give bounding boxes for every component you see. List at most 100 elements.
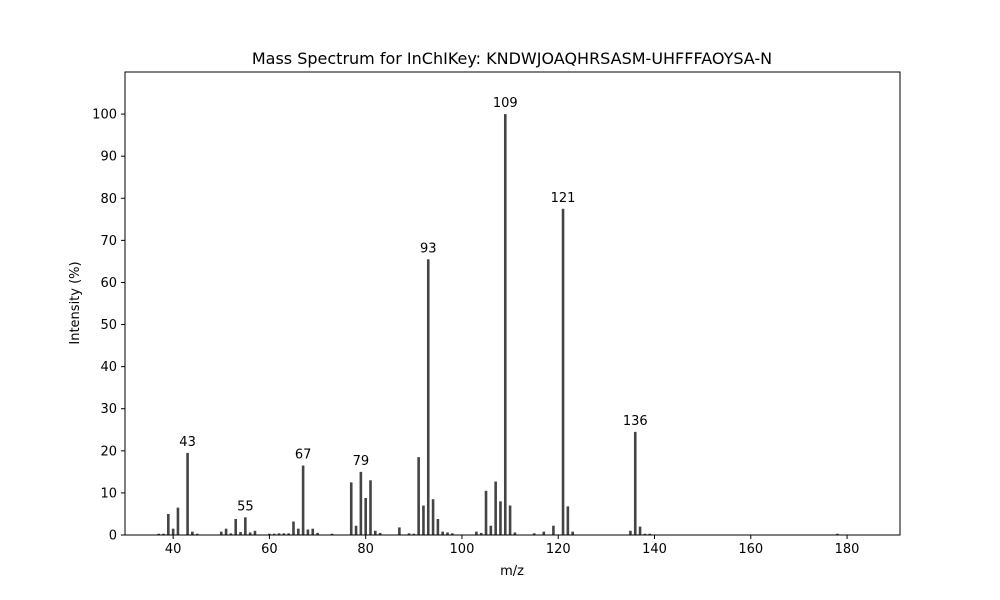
peak-bar-56 (248, 532, 252, 535)
x-tick-label: 60 (261, 542, 278, 557)
peak-bar-50 (219, 531, 223, 535)
x-tick-label: 100 (450, 542, 475, 557)
peak-label-43: 43 (179, 435, 196, 450)
peak-bar-123 (571, 531, 574, 535)
peak-bar-139 (648, 533, 651, 535)
peak-bar-63 (282, 533, 286, 535)
y-tick-label: 40 (100, 360, 117, 375)
peak-bar-93 (426, 259, 430, 535)
peak-bar-108 (499, 501, 502, 535)
peak-bar-90 (412, 533, 416, 535)
peak-bar-38 (162, 533, 165, 535)
peak-label-93: 93 (420, 241, 437, 256)
peak-bar-104 (479, 532, 483, 535)
peak-bar-41 (176, 507, 180, 535)
y-tick-label: 10 (100, 486, 117, 501)
peak-bar-61 (272, 533, 276, 535)
peak-bar-51 (224, 528, 228, 535)
x-tick-label: 80 (357, 542, 374, 557)
peak-bar-83 (378, 532, 382, 535)
peak-bar-89 (407, 533, 411, 535)
peak-bar-81 (369, 480, 372, 535)
peak-bar-115 (532, 533, 536, 535)
peak-bar-136 (633, 431, 637, 535)
peak-bar-92 (422, 505, 425, 535)
x-tick-label: 160 (738, 542, 763, 557)
x-tick-label: 120 (546, 542, 571, 557)
peak-labels: 43 55 67 79 93 109 121 136 (179, 96, 647, 514)
peak-bar-95 (436, 519, 440, 535)
peak-bar-80 (364, 497, 367, 535)
x-tick-label: 140 (642, 542, 667, 557)
peak-bar-117 (542, 531, 546, 535)
peak-bar-69 (311, 528, 315, 535)
peak-bar-105 (484, 490, 488, 535)
y-axis-label: Intensity (%) (68, 261, 83, 344)
peak-bar-64 (287, 533, 290, 535)
peak-label-67: 67 (295, 448, 312, 463)
peak-bar-119 (552, 525, 555, 535)
peak-bar-43 (186, 452, 189, 535)
peak-bar-77 (349, 482, 353, 535)
peak-bar-54 (239, 532, 242, 535)
x-axis-ticks: 40 60 80 100 120 140 160 180 (165, 535, 860, 557)
peak-label-109: 109 (493, 96, 518, 111)
peak-bar-122 (566, 506, 570, 535)
peak-bar-45 (195, 533, 199, 535)
peak-bar-78 (354, 525, 358, 535)
peak-bar-70 (316, 532, 319, 535)
peak-bar-103 (475, 531, 478, 535)
peak-bar-87 (398, 527, 401, 535)
x-axis-label: m/z (500, 564, 524, 579)
peak-bar-68 (306, 529, 310, 535)
x-tick-label: 180 (835, 542, 860, 557)
peak-bar-137 (638, 526, 642, 535)
chart-title: Mass Spectrum for InChIKey: KNDWJOAQHRSA… (252, 49, 772, 68)
y-tick-label: 0 (109, 529, 117, 544)
peak-bar-65 (292, 521, 295, 535)
peak-bar-82 (374, 530, 377, 535)
peak-label-79: 79 (353, 454, 370, 469)
y-axis-ticks: 0 10 20 30 40 50 60 70 80 90 100 (92, 108, 125, 544)
peak-bar-62 (277, 533, 281, 535)
peak-bar-135 (629, 530, 632, 535)
peak-bar-60 (268, 533, 271, 535)
y-tick-label: 80 (100, 192, 117, 207)
peak-bar-79 (359, 471, 363, 535)
y-tick-label: 50 (100, 318, 117, 333)
peak-bar-98 (451, 533, 454, 535)
peak-bar-55 (244, 517, 247, 535)
y-tick-label: 70 (100, 234, 117, 249)
y-tick-label: 100 (92, 108, 117, 123)
plot-frame (124, 71, 901, 536)
peak-bar-106 (489, 525, 493, 535)
peak-bar-44 (191, 531, 194, 535)
peak-bar-52 (229, 533, 233, 535)
peak-bar-73 (330, 533, 334, 535)
peak-bar-57 (253, 530, 257, 535)
y-tick-label: 20 (100, 444, 117, 459)
peak-bar-109 (503, 114, 507, 535)
peak-bar-111 (513, 532, 517, 535)
peak-bar-178 (836, 533, 839, 535)
y-tick-label: 60 (100, 276, 117, 291)
peak-bar-66 (296, 528, 300, 535)
peak-bar-96 (441, 531, 444, 535)
peak-bar-138 (643, 533, 647, 535)
peak-bar-67 (301, 465, 305, 535)
peak-bar-97 (446, 532, 449, 535)
peak-bar-91 (417, 457, 420, 535)
peak-bar-40 (171, 528, 175, 535)
peak-label-136: 136 (623, 414, 648, 429)
x-tick-label: 40 (165, 542, 182, 557)
peak-bar-94 (431, 499, 435, 535)
y-tick-label: 30 (100, 402, 117, 417)
peak-bar-37 (157, 533, 160, 535)
peak-bar-107 (494, 481, 497, 535)
peak-label-55: 55 (237, 499, 254, 514)
y-tick-label: 90 (100, 150, 117, 165)
peak-label-121: 121 (551, 191, 576, 206)
peak-bar-53 (234, 519, 238, 535)
peak-bar-39 (167, 513, 170, 535)
